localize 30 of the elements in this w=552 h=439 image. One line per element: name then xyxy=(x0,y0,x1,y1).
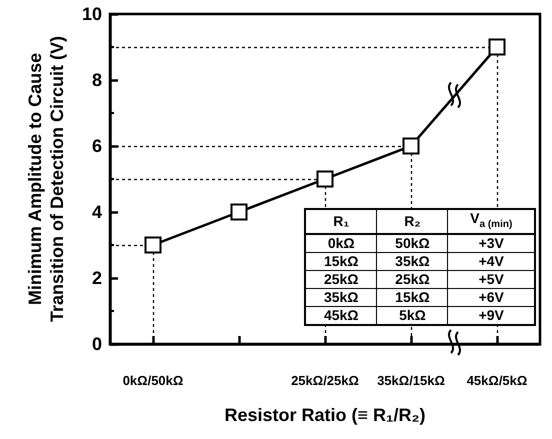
annotation: 45kΩ xyxy=(305,306,377,325)
annotation: 5kΩ xyxy=(376,306,448,325)
y-tick-label: 8 xyxy=(92,70,102,90)
x-tick-label: 45kΩ/5kΩ xyxy=(466,373,528,388)
y-tick-label: 2 xyxy=(92,268,102,288)
y-axis-title: Minimum Amplitude to Cause Transition of Detection Circuit (V) xyxy=(25,36,67,322)
annotation: +9V xyxy=(448,306,535,325)
annotation: 15kΩ xyxy=(305,252,377,270)
x-axis-title: Resistor Ratio (≡ R₁/R₂) xyxy=(224,405,426,425)
x-tick-label: 0kΩ/50kΩ xyxy=(122,373,184,388)
y-tick-label: 4 xyxy=(92,202,102,222)
annotation: +3V xyxy=(448,234,535,252)
annotation: R₁ xyxy=(305,209,377,234)
y-tick-label: 10 xyxy=(82,4,102,24)
annotation: V$_{a (min)}$ xyxy=(448,209,535,234)
x-tick-label: 35kΩ/15kΩ xyxy=(377,373,445,388)
annotation: 0kΩ xyxy=(305,234,377,252)
annotation: 50kΩ xyxy=(376,234,448,252)
annotation: 25kΩ xyxy=(305,270,377,288)
annotation: R₂ xyxy=(376,209,448,234)
annotation: 35kΩ xyxy=(305,288,377,306)
annotation: 35kΩ xyxy=(376,252,448,270)
annotation: +6V xyxy=(448,288,535,306)
annotation: 25kΩ xyxy=(376,270,448,288)
y-tick-label: 6 xyxy=(92,136,102,156)
annotation: +4V xyxy=(448,252,535,270)
annotation: 15kΩ xyxy=(376,288,448,306)
x-tick-label: 25kΩ/25kΩ xyxy=(291,373,359,388)
annotation: +5V xyxy=(448,270,535,288)
y-tick-label: 0 xyxy=(92,334,102,354)
